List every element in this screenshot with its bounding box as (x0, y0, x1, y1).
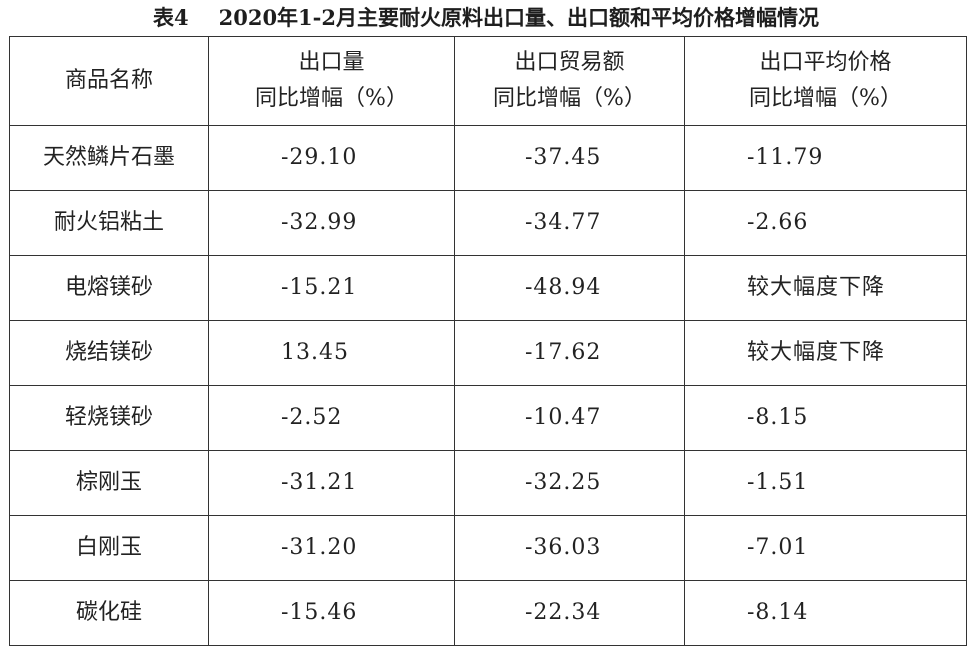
value-growth-cell: -22.34 (454, 580, 685, 646)
volume-growth-cell: -15.46 (208, 580, 455, 646)
value-growth-cell: -48.94 (454, 255, 685, 321)
volume-growth-cell: -2.52 (208, 385, 455, 451)
table-title-text: 2020年1-2月主要耐火原料出口量、出口额和平均价格增幅情况 (218, 5, 819, 30)
value-growth-cell: -34.77 (454, 190, 685, 256)
product-name-cell: 烧结镁砂 (9, 320, 209, 386)
price-growth-cell: -8.14 (684, 580, 967, 646)
volume-growth-cell: -32.99 (208, 190, 455, 256)
volume-growth-cell: -31.20 (208, 515, 455, 581)
table-row: 棕刚玉 -31.21 -32.25 -1.51 (9, 450, 967, 516)
price-growth-cell: -11.79 (684, 125, 967, 191)
header-row: 商品名称 出口量 同比增幅（%） 出口贸易额 同比增幅（%） 出口平均价格 同比… (9, 36, 967, 126)
product-name-cell: 电熔镁砂 (9, 255, 209, 321)
price-growth-cell: 较大幅度下降 (684, 255, 967, 321)
value-growth-cell: -32.25 (454, 450, 685, 516)
table-title: 表4 2020年1-2月主要耐火原料出口量、出口额和平均价格增幅情况 (0, 2, 972, 34)
price-growth-cell: -8.15 (684, 385, 967, 451)
value-growth-cell: -17.62 (454, 320, 685, 386)
price-growth-cell: 较大幅度下降 (684, 320, 967, 386)
header-export-volume: 出口量 同比增幅（%） (208, 36, 455, 126)
table-row: 电熔镁砂 -15.21 -48.94 较大幅度下降 (9, 255, 967, 321)
header-export-value: 出口贸易额 同比增幅（%） (454, 36, 685, 126)
price-growth-cell: -1.51 (684, 450, 967, 516)
header-export-price: 出口平均价格 同比增幅（%） (684, 36, 967, 126)
table-row: 天然鳞片石墨 -29.10 -37.45 -11.79 (9, 125, 967, 191)
product-name-cell: 轻烧镁砂 (9, 385, 209, 451)
value-growth-cell: -37.45 (454, 125, 685, 191)
price-growth-cell: -2.66 (684, 190, 967, 256)
volume-growth-cell: -31.21 (208, 450, 455, 516)
product-name-cell: 天然鳞片石墨 (9, 125, 209, 191)
table-row: 轻烧镁砂 -2.52 -10.47 -8.15 (9, 385, 967, 451)
value-growth-cell: -36.03 (454, 515, 685, 581)
product-name-cell: 耐火铝粘土 (9, 190, 209, 256)
price-growth-cell: -7.01 (684, 515, 967, 581)
table-row: 耐火铝粘土 -32.99 -34.77 -2.66 (9, 190, 967, 256)
value-growth-cell: -10.47 (454, 385, 685, 451)
product-name-cell: 白刚玉 (9, 515, 209, 581)
volume-growth-cell: -15.21 (208, 255, 455, 321)
table-number: 表4 (152, 5, 189, 30)
export-growth-table: 商品名称 出口量 同比增幅（%） 出口贸易额 同比增幅（%） 出口平均价格 同比… (9, 36, 967, 646)
table-row: 白刚玉 -31.20 -36.03 -7.01 (9, 515, 967, 581)
volume-growth-cell: -29.10 (208, 125, 455, 191)
header-product-name: 商品名称 (9, 36, 209, 126)
table-row: 烧结镁砂 13.45 -17.62 较大幅度下降 (9, 320, 967, 386)
product-name-cell: 棕刚玉 (9, 450, 209, 516)
table-row: 碳化硅 -15.46 -22.34 -8.14 (9, 580, 967, 646)
volume-growth-cell: 13.45 (208, 320, 455, 386)
product-name-cell: 碳化硅 (9, 580, 209, 646)
